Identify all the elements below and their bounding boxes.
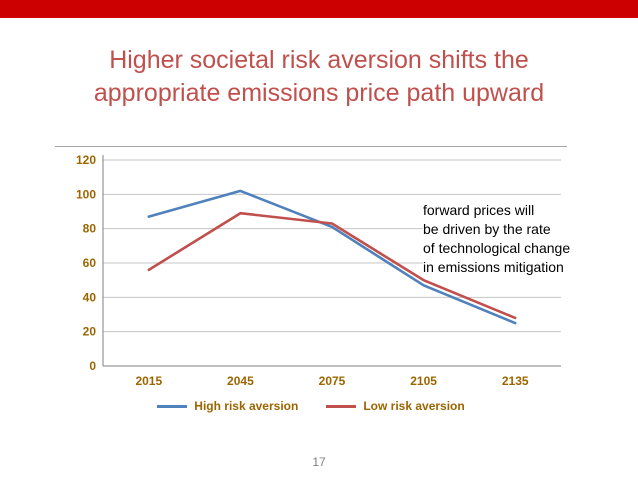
x-tick-label: 2105 [410,374,437,388]
page-number: 17 [312,455,326,469]
slide-title: Higher societal risk aversion shifts the… [0,44,638,110]
y-tick-label: 40 [83,290,97,304]
y-tick-label: 80 [83,222,97,236]
chart-frame: 0 20 40 60 80 100 120 2015 2045 2075 2105 2135 High… [55,146,603,413]
x-tick-label: 2135 [502,374,529,388]
annotation-line-2: be driven by the rate [423,221,551,237]
annotation-line-1: forward prices will [423,202,535,218]
title-line-1: Higher societal risk aversion shifts the [109,46,529,74]
x-tick-label: 2075 [319,374,346,388]
chart-annotation: forward prices will be driven by the rat… [423,201,603,277]
y-tick-label: 120 [76,153,96,167]
legend-label-low-risk-aversion: Low risk aversion [363,399,465,413]
chart-legend: High risk aversion Low risk aversion [55,399,567,413]
x-tick-label: 2045 [227,374,254,388]
series-line-0 [147,189,517,325]
annotation-line-3: of technological change [423,240,571,256]
top-accent-bar [0,0,638,18]
legend-item-high-risk-aversion: High risk aversion [157,399,298,413]
y-tick-label: 20 [83,325,97,339]
annotation-line-4: in emissions mitigation [423,259,564,275]
title-line-2: appropriate emissions price path upward [93,79,545,107]
x-tick-label: 2015 [135,374,162,388]
legend-swatch-0 [157,404,188,408]
legend-swatch-1 [326,404,357,408]
legend-item-low-risk-aversion: Low risk aversion [326,399,465,413]
y-tick-label: 100 [76,187,96,201]
y-tick-label: 60 [83,256,97,270]
series-line-1 [147,211,517,320]
legend-label-high-risk-aversion: High risk aversion [194,399,299,413]
y-tick-label: 0 [89,359,96,373]
